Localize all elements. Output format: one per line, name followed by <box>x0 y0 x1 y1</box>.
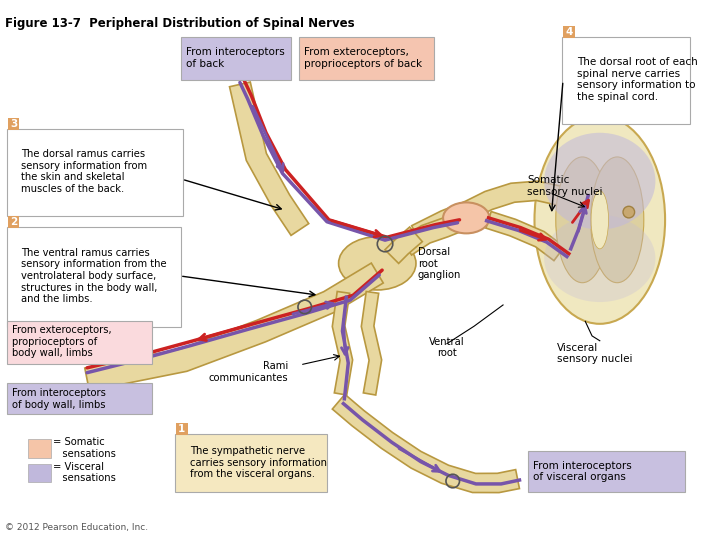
Ellipse shape <box>556 157 609 283</box>
Text: The ventral ramus carries
sensory information from the
ventrolateral body surfac: The ventral ramus carries sensory inform… <box>22 248 167 304</box>
Text: © 2012 Pearson Education, Inc.: © 2012 Pearson Education, Inc. <box>5 523 148 531</box>
Text: 1: 1 <box>179 424 186 434</box>
Text: Dorsal
root
ganglion: Dorsal root ganglion <box>418 247 462 280</box>
Text: The dorsal root of each
spinal nerve carries
sensory information to
the spinal c: The dorsal root of each spinal nerve car… <box>577 57 698 102</box>
Text: From interoceptors
of back: From interoceptors of back <box>186 48 284 69</box>
Text: From interoceptors
of visceral organs: From interoceptors of visceral organs <box>533 461 631 482</box>
FancyBboxPatch shape <box>28 440 51 458</box>
Circle shape <box>623 206 634 218</box>
Polygon shape <box>361 292 382 395</box>
Ellipse shape <box>591 191 608 249</box>
FancyBboxPatch shape <box>6 129 183 216</box>
Polygon shape <box>230 82 309 235</box>
Text: = Visceral
   sensations: = Visceral sensations <box>53 462 116 483</box>
Polygon shape <box>85 263 383 391</box>
Ellipse shape <box>544 133 655 230</box>
Text: 2: 2 <box>10 217 17 227</box>
Text: The sympathetic nerve
carries sensory information
from the visceral organs.: The sympathetic nerve carries sensory in… <box>189 446 327 479</box>
Polygon shape <box>486 212 564 261</box>
FancyBboxPatch shape <box>8 216 19 227</box>
Polygon shape <box>385 227 423 264</box>
Text: Somatic
sensory nuclei: Somatic sensory nuclei <box>527 175 603 197</box>
FancyBboxPatch shape <box>6 383 152 414</box>
FancyBboxPatch shape <box>299 37 434 79</box>
FancyBboxPatch shape <box>175 434 327 491</box>
Polygon shape <box>401 213 463 255</box>
Polygon shape <box>412 181 561 243</box>
Text: From interoceptors
of body wall, limbs: From interoceptors of body wall, limbs <box>12 388 106 410</box>
FancyBboxPatch shape <box>176 423 188 435</box>
Text: Visceral
sensory nuclei: Visceral sensory nuclei <box>557 342 633 364</box>
Polygon shape <box>333 394 519 492</box>
Ellipse shape <box>443 202 490 233</box>
FancyBboxPatch shape <box>528 451 685 491</box>
FancyBboxPatch shape <box>563 26 575 38</box>
Polygon shape <box>333 292 353 395</box>
FancyBboxPatch shape <box>28 464 51 482</box>
Ellipse shape <box>544 215 655 302</box>
Text: Ventral
root: Ventral root <box>429 337 464 359</box>
FancyBboxPatch shape <box>181 37 291 79</box>
FancyBboxPatch shape <box>6 227 181 327</box>
Text: The dorsal ramus carries
sensory information from
the skin and skeletal
muscles : The dorsal ramus carries sensory informa… <box>22 149 148 194</box>
Text: 3: 3 <box>10 119 17 129</box>
Text: From exteroceptors,
proprioceptors of back: From exteroceptors, proprioceptors of ba… <box>304 48 422 69</box>
Ellipse shape <box>534 116 665 324</box>
Text: 4: 4 <box>565 27 572 37</box>
FancyBboxPatch shape <box>562 37 690 124</box>
Text: Figure 13-7  Peripheral Distribution of Spinal Nerves: Figure 13-7 Peripheral Distribution of S… <box>5 17 354 30</box>
Ellipse shape <box>590 157 644 283</box>
Text: = Somatic
   sensations: = Somatic sensations <box>53 437 116 459</box>
FancyBboxPatch shape <box>6 321 152 364</box>
Text: Rami
communicantes: Rami communicantes <box>209 361 288 382</box>
Text: From exteroceptors,
proprioceptors of
body wall, limbs: From exteroceptors, proprioceptors of bo… <box>12 325 111 359</box>
Ellipse shape <box>338 237 416 290</box>
FancyBboxPatch shape <box>8 118 19 130</box>
